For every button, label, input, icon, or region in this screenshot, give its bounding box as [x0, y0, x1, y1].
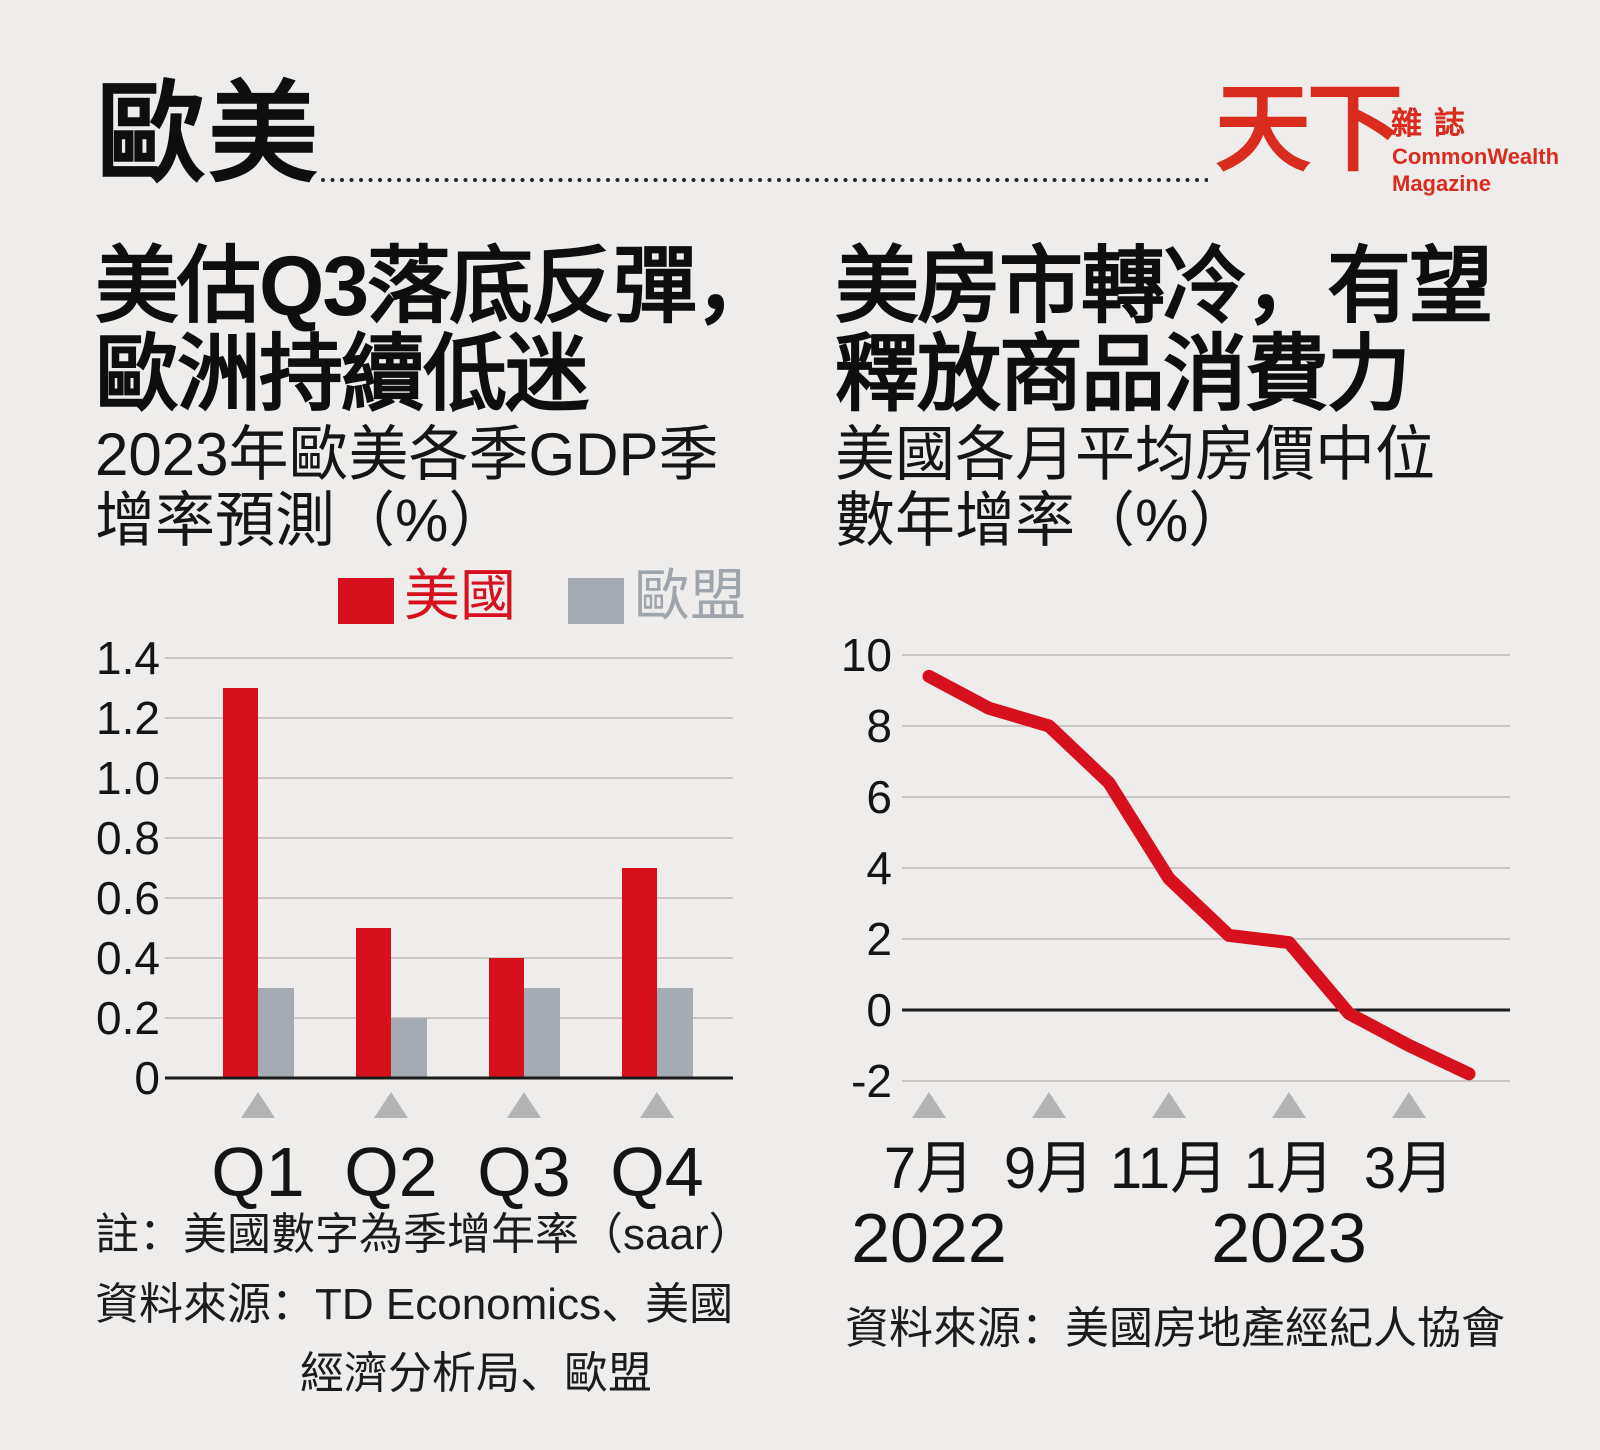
left-chart-note: 註：美國數字為季增年率（saar） [95, 1210, 753, 1259]
y-tick-label: 1.2 [96, 692, 160, 744]
year-label: 2022 [851, 1199, 1007, 1277]
home-price-line [922, 669, 1476, 1081]
logo-brand-zh-icon: 天下 [1215, 76, 1403, 183]
right-chart-source: 資料來源：美國房地產經紀人協會 [845, 1304, 1505, 1353]
y-tick-label: 0 [866, 984, 892, 1036]
x-tick-label: Q1 [211, 1133, 304, 1211]
y-tick-label: 0.4 [96, 932, 160, 984]
bar-us-q2 [356, 928, 391, 1078]
legend-swatch-us [338, 578, 394, 624]
y-tick-label: 1.0 [96, 752, 160, 804]
y-tick-label: 0 [134, 1052, 160, 1104]
x-tick-marker [1272, 1092, 1306, 1118]
x-tick-marker [1152, 1092, 1186, 1118]
x-tick-marker [1392, 1092, 1426, 1118]
x-tick-marker-q3 [507, 1092, 541, 1118]
dotted-divider [320, 177, 1208, 183]
y-tick-label: 1.4 [96, 632, 160, 684]
x-tick-label: Q4 [610, 1133, 703, 1211]
gdp-bar-chart: 0 0.2 0.4 0.6 0.8 1.0 1.2 1.4 Q1 Q2 Q3 Q4 [96, 632, 733, 1211]
y-tick-label: 10 [841, 630, 892, 681]
logo-en-line2: Magazine [1392, 171, 1492, 196]
x-tick-marker-q4 [640, 1092, 674, 1118]
left-title-line1: 美估Q3落底反彈， [95, 239, 779, 333]
x-tick-label: Q2 [344, 1133, 437, 1211]
commonwealth-logo: 天下 雜誌 CommonWealth Magazine [1215, 76, 1559, 210]
y-tick-label: -2 [851, 1055, 892, 1107]
year-label: 2023 [1211, 1199, 1367, 1277]
x-tick-marker [912, 1092, 946, 1118]
bar-eu-q1 [258, 988, 294, 1078]
y-tick-label: 2 [866, 913, 892, 965]
x-tick-marker-q1 [241, 1092, 275, 1118]
right-subtitle-line1: 美國各月平均房價中位 [835, 421, 1435, 488]
bar-eu-q2 [391, 1018, 427, 1078]
left-subtitle-line2: 增率預測（%） [95, 487, 509, 554]
bar-eu-q3 [524, 988, 560, 1078]
logo-brand-suffix: 雜誌 [1391, 106, 1477, 141]
left-chart-source-line2: 經濟分析局、歐盟 [300, 1349, 652, 1398]
y-tick-label: 0.6 [96, 872, 160, 924]
right-title-line2: 釋放商品消費力 [835, 327, 1411, 421]
logo-en-line1: CommonWealth [1392, 144, 1560, 169]
bar-eu-q4 [657, 988, 693, 1078]
left-panel-title: 美估Q3落底反彈， 歐洲持續低迷 [95, 239, 779, 421]
y-tick-label: 0.2 [96, 992, 160, 1044]
y-tick-label: 8 [866, 700, 892, 752]
page-title: 歐美 [96, 73, 320, 196]
right-panel-title: 美房市轉冷，有望 釋放商品消費力 [835, 239, 1493, 421]
legend-swatch-eu [568, 578, 624, 624]
left-panel-subtitle: 2023年歐美各季GDP季 增率預測（%） [95, 422, 719, 554]
home-price-line-chart: -2 0 2 4 6 8 10 7月 9月 11月 1月 3月 2022 2023 [841, 630, 1510, 1277]
left-subtitle-line1: 2023年歐美各季GDP季 [95, 421, 719, 488]
x-tick-label: Q3 [477, 1133, 570, 1211]
x-tick-marker-q2 [374, 1092, 408, 1118]
bar-us-q4 [622, 868, 657, 1078]
x-tick-label: 3月 [1364, 1136, 1454, 1201]
left-chart-source-line1: 資料來源：TD Economics、美國 [95, 1280, 734, 1329]
x-tick-marker [1032, 1092, 1066, 1118]
x-tick-label: 1月 [1244, 1136, 1334, 1201]
y-tick-label: 0.8 [96, 812, 160, 864]
legend-label-eu: 歐盟 [634, 564, 746, 627]
x-tick-label: 7月 [884, 1136, 974, 1201]
bar-us-q1 [223, 688, 258, 1078]
legend-label-us: 美國 [404, 564, 516, 627]
y-tick-label: 6 [866, 771, 892, 823]
right-title-line1: 美房市轉冷，有望 [835, 239, 1493, 333]
right-subtitle-line2: 數年增率（%） [835, 487, 1249, 554]
bar-us-q3 [489, 958, 524, 1078]
x-tick-label: 11月 [1110, 1136, 1228, 1201]
x-tick-label: 9月 [1004, 1136, 1094, 1201]
y-tick-label: 4 [866, 842, 892, 894]
right-panel-subtitle: 美國各月平均房價中位 數年增率（%） [835, 422, 1435, 554]
left-title-line2: 歐洲持續低迷 [95, 327, 589, 421]
